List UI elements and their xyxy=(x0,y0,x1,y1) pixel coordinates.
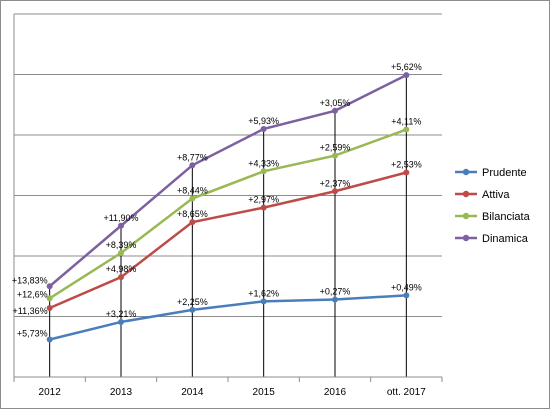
data-label: +3,21% xyxy=(106,309,137,319)
data-label: +2,53% xyxy=(391,160,422,170)
data-point xyxy=(332,107,338,114)
x-tick-label: 2016 xyxy=(324,387,347,398)
data-label: +2,97% xyxy=(248,195,279,205)
data-point xyxy=(260,204,267,211)
data-point xyxy=(189,219,196,226)
data-label: +0,27% xyxy=(320,287,351,297)
data-point xyxy=(189,162,196,169)
data-point xyxy=(403,72,410,79)
data-point xyxy=(118,222,124,229)
data-point xyxy=(118,318,124,325)
x-tick-label: 2013 xyxy=(110,387,133,398)
data-point xyxy=(46,295,53,302)
data-label: +8,44% xyxy=(177,186,208,196)
data-point xyxy=(403,169,410,176)
data-point xyxy=(260,125,267,132)
data-point xyxy=(46,283,53,290)
data-label: +4,33% xyxy=(248,158,279,168)
series-line xyxy=(48,128,407,300)
data-label: +0,49% xyxy=(391,282,422,292)
data-label: +5,93% xyxy=(248,116,279,126)
data-point xyxy=(118,249,124,256)
data-point xyxy=(332,188,338,195)
data-point xyxy=(403,292,410,299)
legend-swatch-marker xyxy=(462,234,470,242)
data-point xyxy=(332,296,338,303)
data-label: +3,05% xyxy=(320,98,351,108)
data-point xyxy=(118,274,124,281)
legend-label: Dinamica xyxy=(482,233,529,245)
data-point xyxy=(260,168,267,175)
data-label: +1,62% xyxy=(248,288,279,298)
data-point xyxy=(260,298,267,305)
data-point xyxy=(189,306,196,313)
data-label: +8,77% xyxy=(177,152,208,162)
legend-label: Attiva xyxy=(482,189,510,201)
data-point xyxy=(46,305,53,312)
series-line xyxy=(49,294,407,341)
data-point xyxy=(46,336,53,343)
data-label: +2,25% xyxy=(177,297,208,307)
legend-swatch-marker xyxy=(462,212,470,220)
data-label: +8,39% xyxy=(106,240,137,250)
series-line xyxy=(49,171,407,310)
legend-label: Bilanciata xyxy=(482,211,531,223)
data-label: +12,6% xyxy=(17,289,48,299)
series-line xyxy=(48,73,407,288)
x-tick-label: 2014 xyxy=(181,387,204,398)
data-point xyxy=(403,126,410,133)
data-label: +4,11% xyxy=(391,117,421,127)
legend-label: Prudente xyxy=(482,167,527,179)
x-tick-label: ott. 2017 xyxy=(387,387,426,398)
legend-swatch-marker xyxy=(462,190,470,198)
data-label: +11,90% xyxy=(103,213,138,223)
x-tick-label: 2012 xyxy=(39,387,62,398)
data-label: +5,73% xyxy=(17,328,48,338)
data-label: +2,37% xyxy=(320,178,351,188)
data-label: +13,83% xyxy=(12,275,48,285)
data-label: +5,62% xyxy=(391,62,422,72)
data-label: +11,36% xyxy=(13,306,48,316)
x-tick-label: 2015 xyxy=(253,387,276,398)
legend-swatch-marker xyxy=(462,168,470,176)
data-label: +2,59% xyxy=(320,143,351,153)
data-point xyxy=(332,152,338,159)
data-point xyxy=(189,195,196,202)
data-label: +4,98% xyxy=(106,264,137,274)
data-label: +8,65% xyxy=(177,209,208,219)
